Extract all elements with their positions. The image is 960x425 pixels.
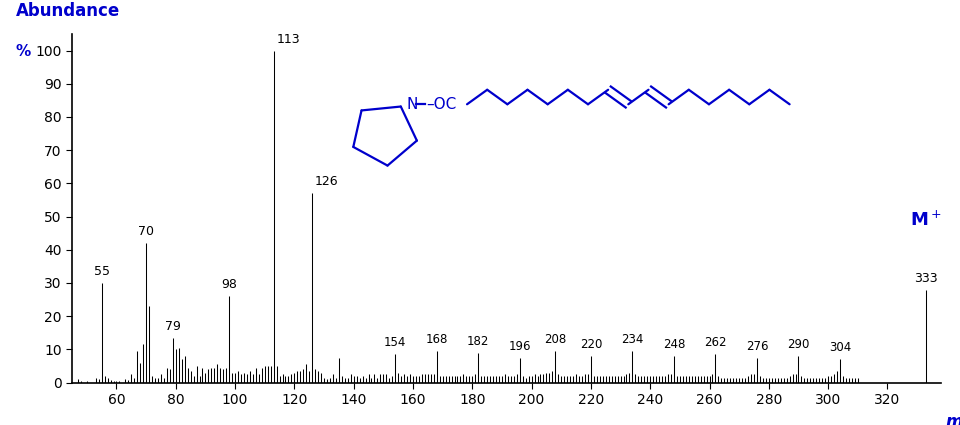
Text: %: % (15, 45, 31, 60)
Text: N: N (407, 97, 418, 112)
Text: 208: 208 (544, 333, 566, 346)
Text: 290: 290 (787, 338, 809, 351)
Text: 333: 333 (914, 272, 938, 285)
Text: 168: 168 (425, 333, 448, 346)
Text: m/z: m/z (946, 412, 960, 425)
Text: 79: 79 (165, 320, 180, 333)
Text: 98: 98 (221, 278, 237, 291)
Text: M$^+$: M$^+$ (910, 210, 942, 230)
Text: 304: 304 (828, 341, 852, 354)
Text: 113: 113 (276, 33, 300, 45)
Text: 70: 70 (138, 225, 155, 238)
Text: 126: 126 (315, 176, 339, 188)
Text: 234: 234 (621, 333, 643, 346)
Text: 182: 182 (468, 334, 490, 348)
Text: –OC: –OC (426, 97, 457, 112)
Text: 262: 262 (705, 336, 727, 349)
Text: 220: 220 (580, 338, 602, 351)
Text: Abundance: Abundance (15, 2, 120, 20)
Text: 196: 196 (509, 340, 531, 353)
Text: 248: 248 (662, 338, 685, 351)
Text: 154: 154 (384, 336, 406, 349)
Text: 276: 276 (746, 340, 768, 353)
Text: 55: 55 (94, 265, 109, 278)
